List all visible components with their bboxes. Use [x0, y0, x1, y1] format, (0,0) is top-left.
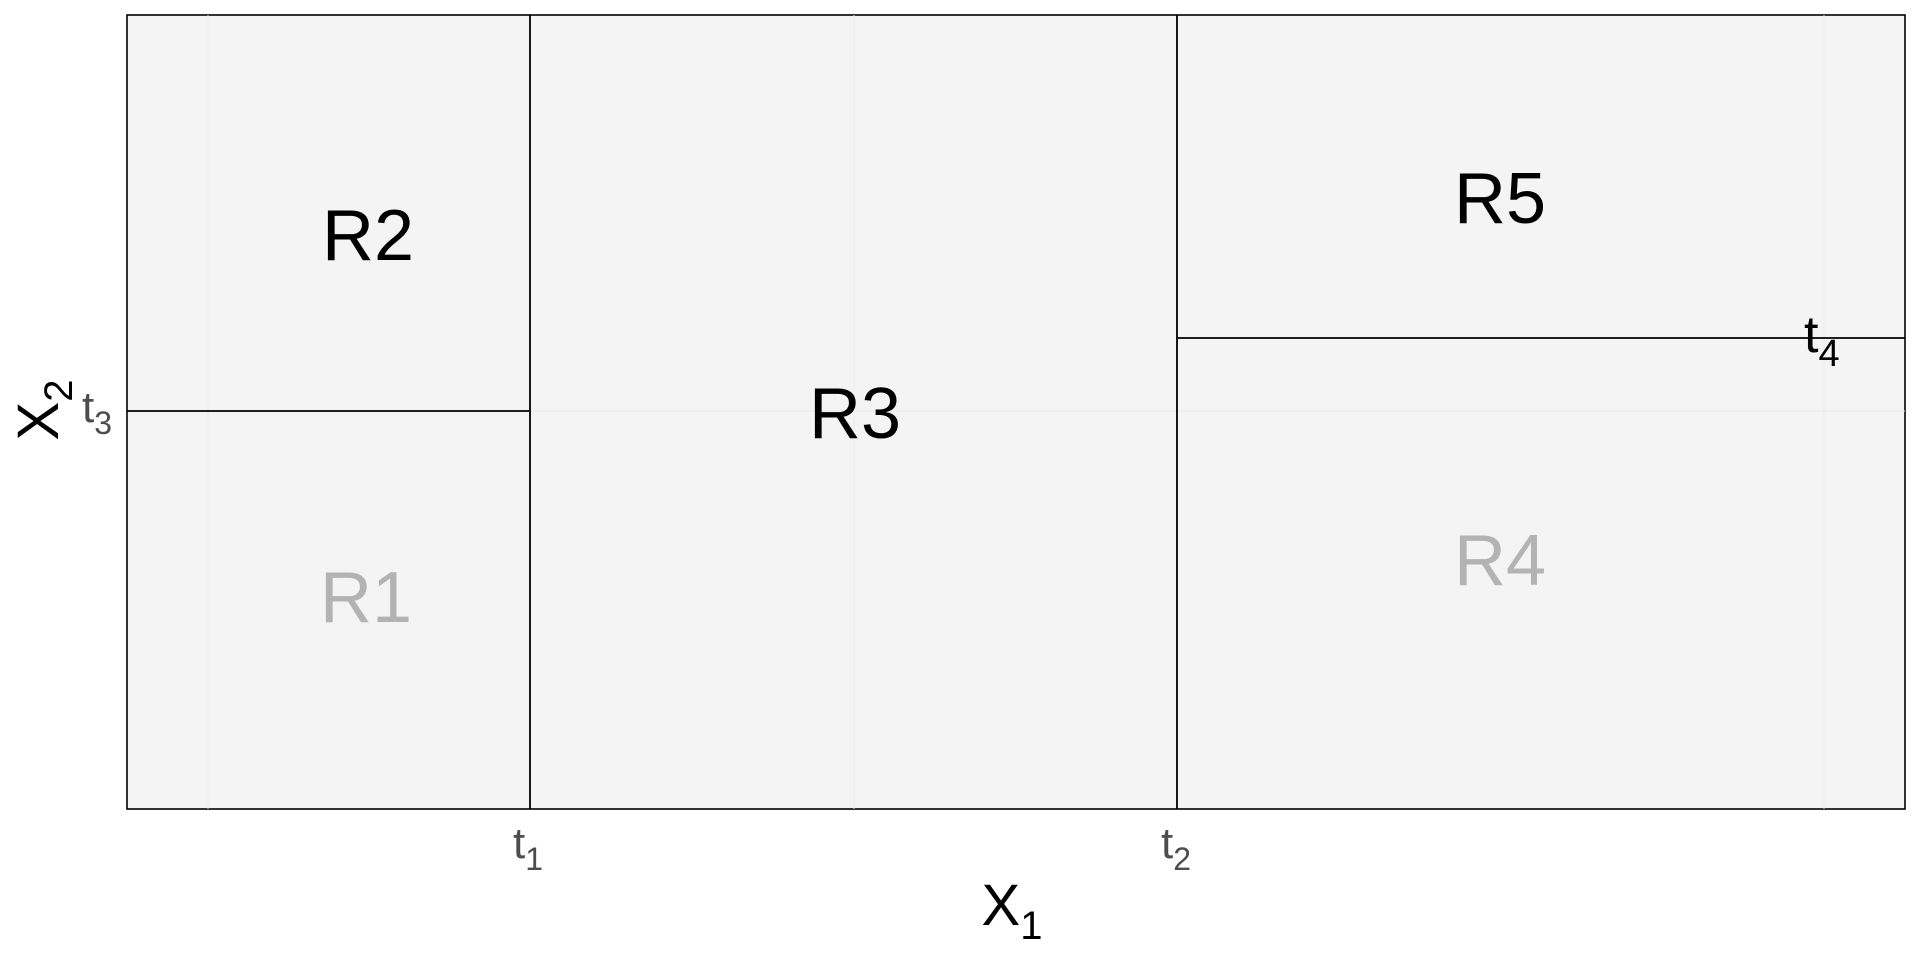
- tick-label-t3-main: t: [82, 383, 94, 432]
- split-lines: [127, 15, 1905, 809]
- panel-background: [126, 14, 1906, 810]
- tick-label-t2-main: t: [1161, 819, 1173, 868]
- tick-label-t3-sub: 3: [94, 405, 112, 441]
- region-label-r3: R3: [809, 374, 901, 454]
- tick-label-t1-main: t: [513, 819, 525, 868]
- y-axis-title-sub: 2: [37, 380, 81, 402]
- tick-label-t4-sub: 4: [1818, 333, 1839, 375]
- region-label-r4: R4: [1454, 521, 1546, 601]
- region-label-r1: R1: [320, 558, 412, 638]
- tick-label-t1-sub: 1: [525, 841, 543, 877]
- x-axis-title-main: X: [982, 873, 1021, 938]
- region-label-r2: R2: [322, 196, 414, 276]
- tick-label-t4-main: t: [1804, 306, 1819, 364]
- tick-label-t2-sub: 2: [1173, 841, 1191, 877]
- tick-label-t1: t1: [513, 819, 543, 877]
- x-axis-title: X1: [982, 873, 1043, 948]
- tick-label-t4: t4: [1804, 306, 1840, 375]
- x-axis-title-sub: 1: [1020, 904, 1042, 948]
- region-label-r5: R5: [1454, 159, 1546, 239]
- y-axis-title: X2: [6, 380, 81, 441]
- tick-label-t2: t2: [1161, 819, 1191, 877]
- tick-label-t3: t3: [82, 383, 112, 441]
- y-axis-title-main: X: [6, 402, 71, 441]
